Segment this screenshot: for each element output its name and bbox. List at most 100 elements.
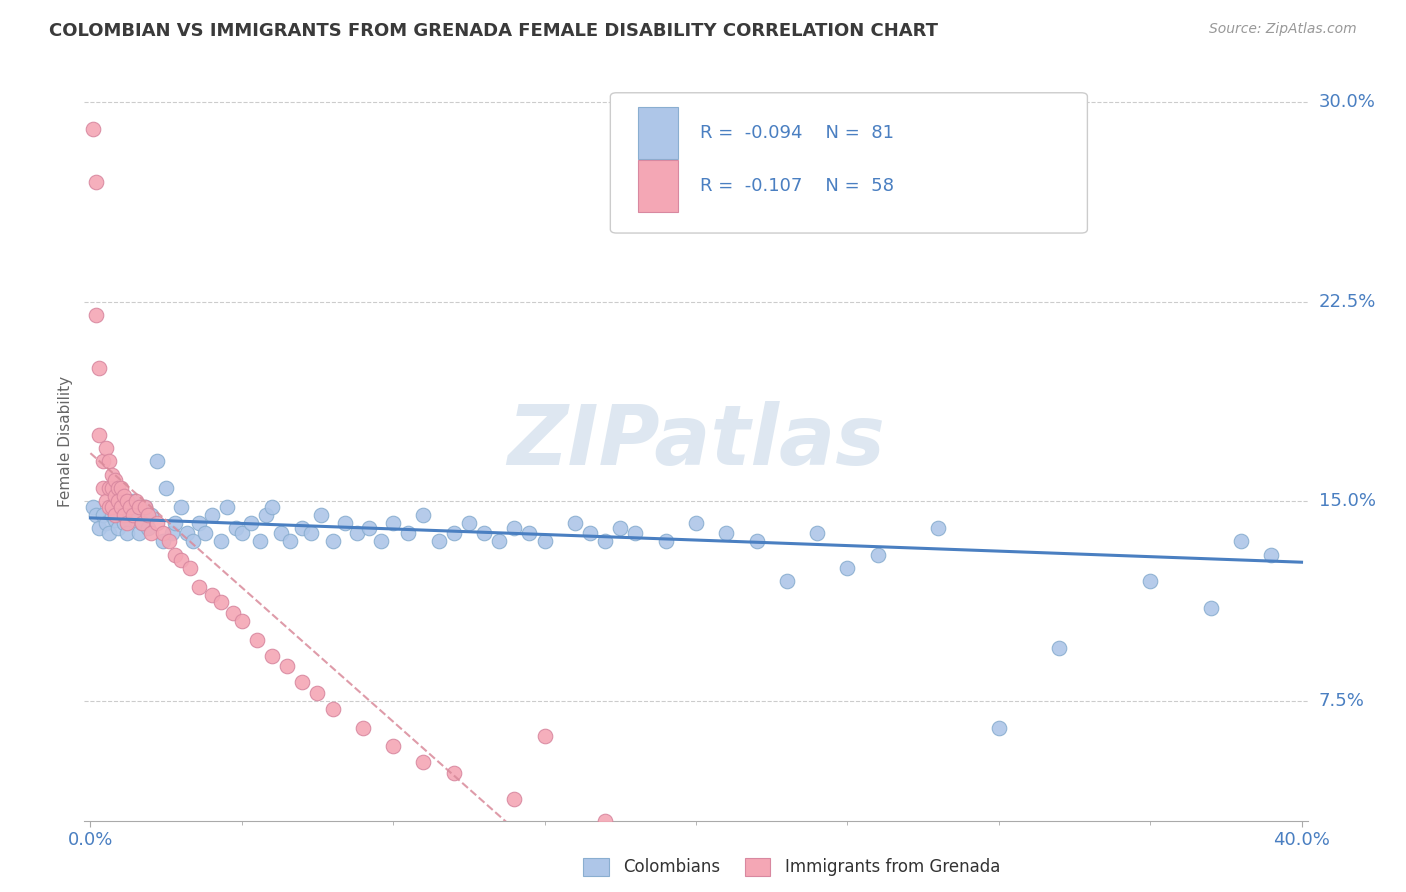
Point — [91, 481, 114, 495]
Y-axis label: Female Disability: Female Disability — [58, 376, 73, 508]
Point — [291, 521, 314, 535]
Point — [231, 614, 253, 628]
Point — [100, 467, 122, 482]
Point — [100, 481, 122, 495]
Point — [276, 659, 298, 673]
Point — [91, 454, 114, 468]
Point — [188, 516, 211, 530]
Point — [157, 534, 180, 549]
Point — [146, 454, 169, 468]
Point — [322, 534, 344, 549]
Point — [624, 526, 647, 541]
Point — [427, 534, 450, 549]
Point — [609, 521, 631, 535]
Point — [125, 513, 148, 527]
Point — [222, 606, 245, 620]
Point — [246, 632, 269, 647]
Point — [370, 534, 392, 549]
Point — [200, 508, 222, 522]
Point — [131, 516, 153, 530]
Point — [94, 516, 117, 530]
Text: Immigrants from Grenada: Immigrants from Grenada — [785, 858, 1000, 876]
Text: COLOMBIAN VS IMMIGRANTS FROM GRENADA FEMALE DISABILITY CORRELATION CHART: COLOMBIAN VS IMMIGRANTS FROM GRENADA FEM… — [49, 22, 938, 40]
Point — [118, 508, 141, 522]
Text: 22.5%: 22.5% — [1319, 293, 1376, 311]
Point — [165, 548, 187, 562]
Point — [183, 534, 205, 549]
Point — [131, 516, 153, 530]
Point — [215, 500, 238, 514]
Point — [89, 521, 111, 535]
Point — [170, 553, 193, 567]
Point — [170, 500, 193, 514]
Point — [200, 587, 222, 601]
Point — [1047, 640, 1070, 655]
Point — [488, 534, 510, 549]
Point — [110, 500, 132, 514]
Point — [118, 500, 141, 514]
Text: R =  -0.107    N =  58: R = -0.107 N = 58 — [700, 177, 894, 195]
Point — [100, 500, 122, 514]
Point — [685, 516, 707, 530]
Point — [97, 526, 120, 541]
Point — [125, 494, 148, 508]
Text: 30.0%: 30.0% — [1319, 94, 1375, 112]
Point — [716, 526, 738, 541]
FancyBboxPatch shape — [610, 93, 1087, 233]
Point — [1018, 215, 1040, 229]
Point — [104, 489, 127, 503]
Point — [128, 500, 150, 514]
Point — [457, 516, 479, 530]
Text: ZIPatlas: ZIPatlas — [508, 401, 884, 482]
Point — [352, 721, 374, 735]
Point — [97, 454, 120, 468]
Point — [1260, 548, 1282, 562]
Point — [254, 508, 277, 522]
Point — [1230, 534, 1253, 549]
Point — [82, 500, 104, 514]
Point — [136, 508, 159, 522]
Point — [155, 481, 177, 495]
Point — [115, 494, 138, 508]
Point — [301, 526, 323, 541]
Point — [136, 521, 159, 535]
Text: 7.5%: 7.5% — [1319, 692, 1365, 710]
Point — [110, 500, 132, 514]
Point — [322, 702, 344, 716]
Point — [443, 765, 465, 780]
Point — [194, 526, 217, 541]
Point — [239, 516, 262, 530]
Point — [112, 508, 135, 522]
Point — [249, 534, 271, 549]
Point — [115, 516, 138, 530]
Point — [225, 521, 247, 535]
FancyBboxPatch shape — [638, 161, 678, 211]
Text: Colombians: Colombians — [623, 858, 720, 876]
Point — [927, 521, 949, 535]
Point — [89, 361, 111, 376]
Point — [97, 500, 120, 514]
Point — [110, 481, 132, 495]
Point — [97, 481, 120, 495]
Point — [1139, 574, 1161, 589]
Point — [307, 686, 329, 700]
Point — [107, 521, 129, 535]
Point — [146, 516, 169, 530]
Point — [100, 508, 122, 522]
Point — [262, 500, 284, 514]
Point — [112, 489, 135, 503]
Point — [837, 561, 859, 575]
Point — [160, 526, 183, 541]
Point — [745, 534, 768, 549]
Point — [564, 516, 586, 530]
Point — [152, 526, 174, 541]
Point — [104, 508, 127, 522]
Point — [654, 534, 676, 549]
Point — [346, 526, 368, 541]
Point — [134, 500, 156, 514]
Point — [139, 508, 162, 522]
FancyBboxPatch shape — [638, 107, 678, 159]
Point — [443, 526, 465, 541]
Point — [209, 595, 232, 609]
Point — [91, 508, 114, 522]
